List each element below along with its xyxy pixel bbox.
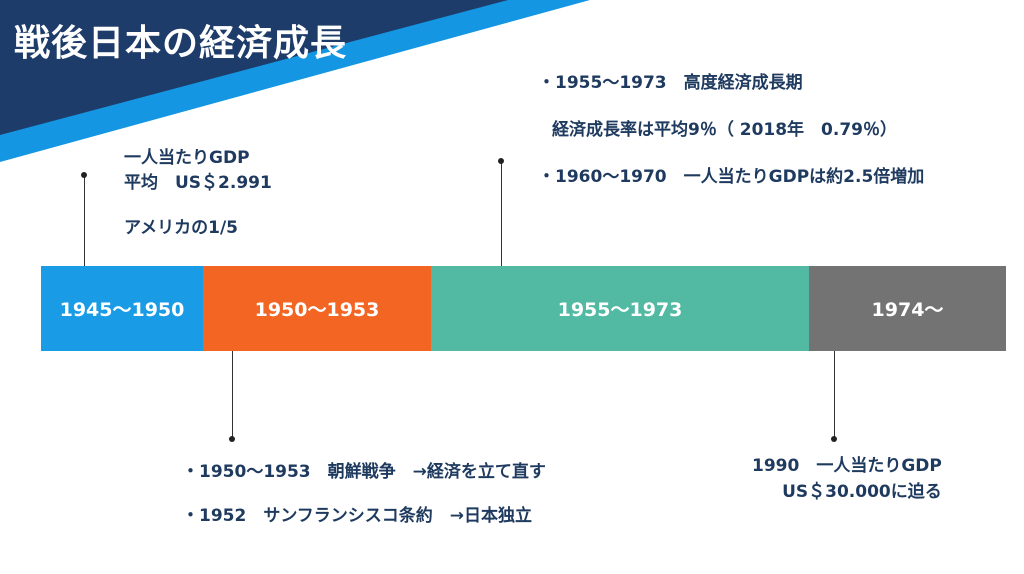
segment-label: 1950～1953 xyxy=(254,299,380,321)
connector-line-1 xyxy=(84,175,85,266)
note-line: ・1955～1973 高度経済成長期 xyxy=(538,73,803,93)
timeline-segment-1950-1953: 1950～1953 xyxy=(203,266,431,351)
note-line: ・1952 サンフランシスコ条約 →日本独立 xyxy=(182,506,533,526)
note-gdp-1990: 1990 一人当たりGDP US＄30.000に迫る xyxy=(752,455,942,503)
connector-line-2 xyxy=(232,351,233,439)
note-line: ・1960～1970 一人当たりGDPは約2.5倍増加 xyxy=(538,167,925,187)
connector-dot-4 xyxy=(831,436,837,442)
connector-line-3 xyxy=(501,161,502,266)
segment-label: 1955～1973 xyxy=(557,299,683,321)
note-high-growth: ・1955～1973 高度経済成長期 経済成長率は平均9％（ 2018年 0.7… xyxy=(538,72,924,188)
connector-line-4 xyxy=(834,351,835,439)
page-title: 戦後日本の経済成長 xyxy=(14,23,348,64)
note-gdp-1945: 一人当たりGDP 平均 US＄2.991 アメリカの1/5 xyxy=(124,147,272,239)
note-line: アメリカの1/5 xyxy=(124,218,239,238)
note-line: 1990 一人当たりGDP xyxy=(752,456,942,476)
note-korean-war: ・1950～1953 朝鮮戦争 →経済を立て直す ・1952 サンフランシスコ条… xyxy=(182,461,546,527)
note-line: 一人当たりGDP xyxy=(124,148,250,168)
timeline-segment-1955-1973: 1955～1973 xyxy=(431,266,809,351)
timeline-segment-1974: 1974～ xyxy=(809,266,1006,351)
note-line: 平均 US＄2.991 xyxy=(124,173,272,193)
timeline-segment-1945-1950: 1945～1950 xyxy=(41,266,203,351)
note-line: 経済成長率は平均9％（ 2018年 0.79％） xyxy=(552,120,898,140)
segment-label: 1945～1950 xyxy=(59,299,185,321)
connector-dot-2 xyxy=(229,436,235,442)
segment-label: 1974～ xyxy=(871,299,944,321)
note-line: US＄30.000に迫る xyxy=(782,482,942,502)
note-line: ・1950～1953 朝鮮戦争 →経済を立て直す xyxy=(182,462,546,482)
connector-dot-1 xyxy=(81,172,87,178)
connector-dot-3 xyxy=(498,158,504,164)
